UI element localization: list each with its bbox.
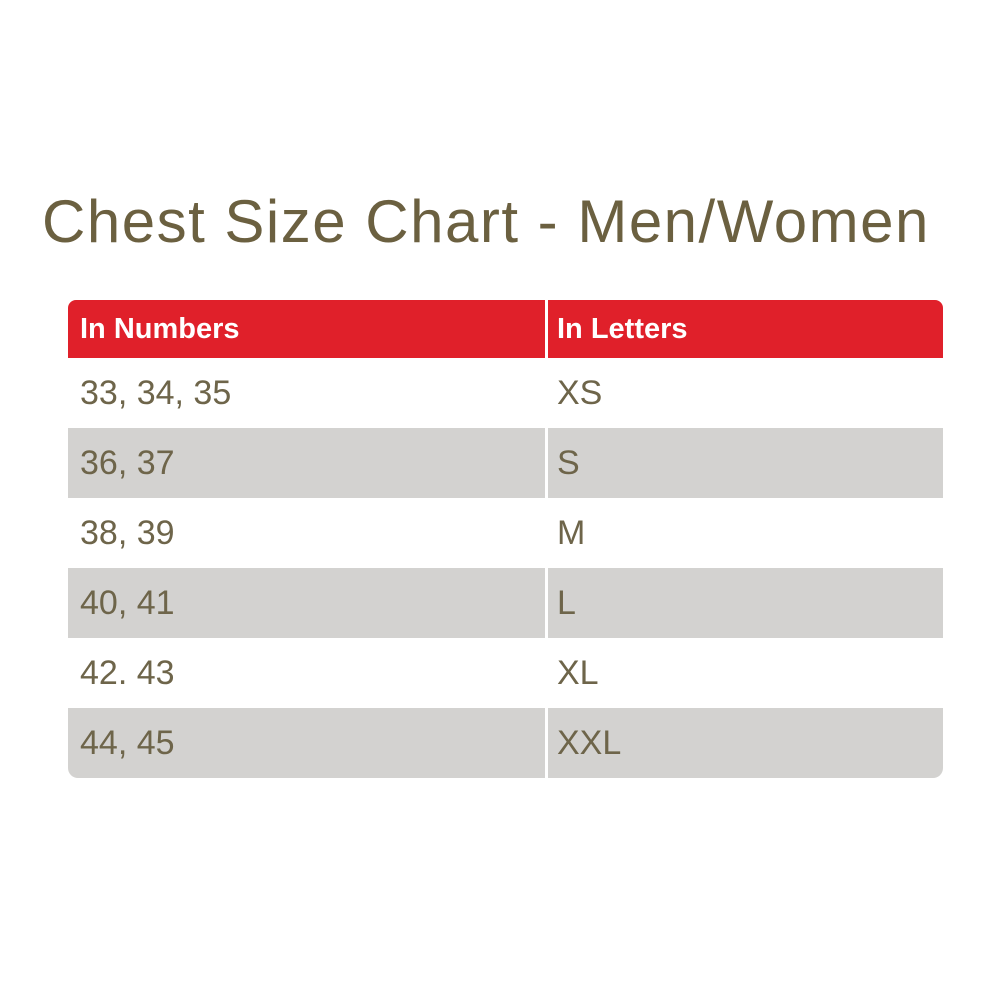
cell-numbers: 42. 43 <box>80 653 175 692</box>
cell-letters: XS <box>545 358 943 428</box>
cell-numbers: 38, 39 <box>80 513 175 552</box>
cell-letters: S <box>545 428 943 498</box>
page-title: Chest Size Chart - Men/Women <box>42 188 930 255</box>
table-header-row: In Numbers In Letters <box>68 300 943 358</box>
table-row: 33, 34, 35 XS <box>68 358 943 428</box>
cell-numbers: 44, 45 <box>80 723 175 762</box>
table-row: 38, 39 M <box>68 498 943 568</box>
table-row: 44, 45 XXL <box>68 708 943 778</box>
cell-numbers: 36, 37 <box>80 443 175 482</box>
table-row: 42. 43 XL <box>68 638 943 708</box>
cell-letters: XXL <box>545 708 943 778</box>
cell-numbers: 33, 34, 35 <box>80 373 232 412</box>
table-row: 40, 41 L <box>68 568 943 638</box>
cell-letters: XL <box>545 638 943 708</box>
column-header-in-numbers: In Numbers <box>80 312 240 345</box>
column-header-in-letters: In Letters <box>545 300 943 358</box>
cell-numbers: 40, 41 <box>80 583 175 622</box>
size-chart-table: In Numbers In Letters 33, 34, 35 XS 36, … <box>68 300 943 778</box>
cell-letters: M <box>545 498 943 568</box>
table-row: 36, 37 S <box>68 428 943 498</box>
cell-letters: L <box>545 568 943 638</box>
